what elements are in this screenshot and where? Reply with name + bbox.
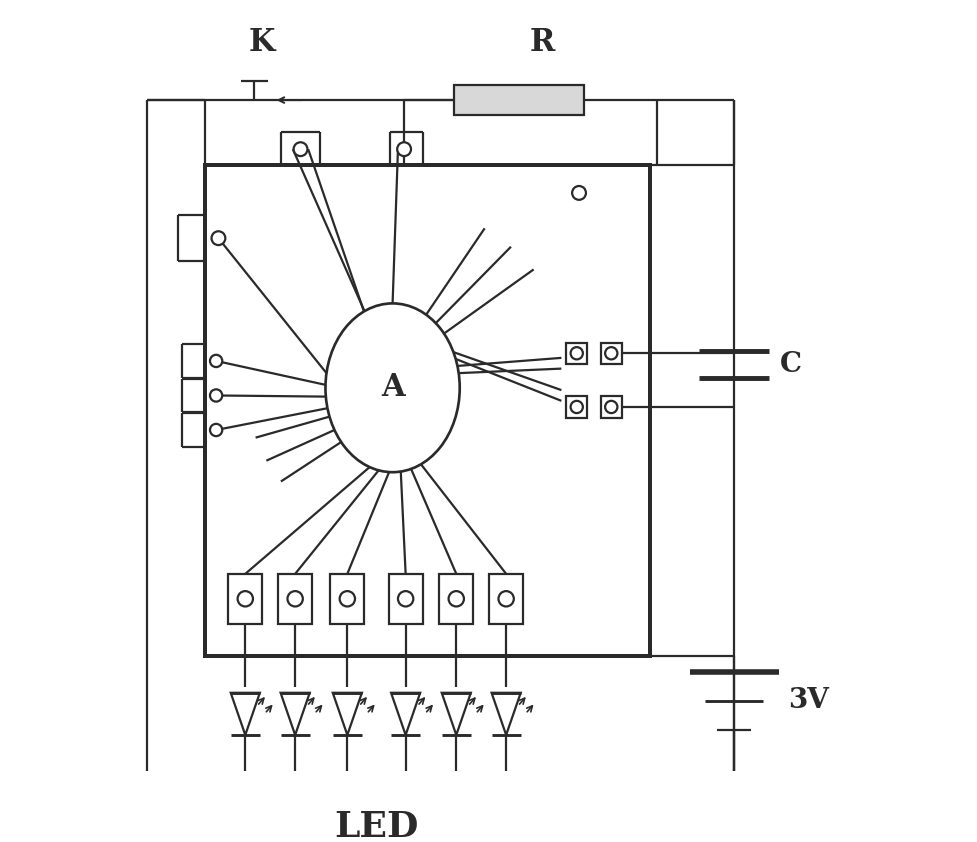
Bar: [440, 574, 473, 624]
Bar: [229, 574, 262, 624]
Circle shape: [287, 591, 303, 606]
Text: 3V: 3V: [787, 687, 828, 714]
Bar: [454, 86, 584, 115]
Circle shape: [340, 591, 355, 606]
Bar: [389, 574, 422, 624]
Circle shape: [448, 591, 464, 606]
Text: R: R: [530, 27, 555, 58]
Circle shape: [212, 232, 226, 245]
Circle shape: [571, 347, 583, 360]
Circle shape: [294, 142, 308, 156]
Text: C: C: [780, 351, 802, 378]
Circle shape: [398, 591, 413, 606]
Bar: [601, 397, 622, 418]
Circle shape: [210, 389, 222, 402]
Text: A: A: [381, 372, 404, 403]
Bar: [566, 343, 587, 364]
Text: LED: LED: [334, 810, 418, 842]
Bar: [330, 574, 364, 624]
Text: K: K: [249, 27, 276, 58]
Bar: [278, 574, 312, 624]
Circle shape: [210, 354, 222, 367]
Circle shape: [237, 591, 253, 606]
Circle shape: [210, 424, 222, 436]
Bar: [601, 343, 622, 364]
Circle shape: [398, 142, 411, 156]
Circle shape: [571, 401, 583, 413]
Ellipse shape: [325, 303, 460, 472]
Bar: [489, 574, 523, 624]
Circle shape: [498, 591, 514, 606]
Circle shape: [605, 401, 617, 413]
Bar: [204, 165, 650, 656]
Circle shape: [573, 186, 586, 200]
Bar: [566, 397, 587, 418]
Circle shape: [605, 347, 617, 360]
